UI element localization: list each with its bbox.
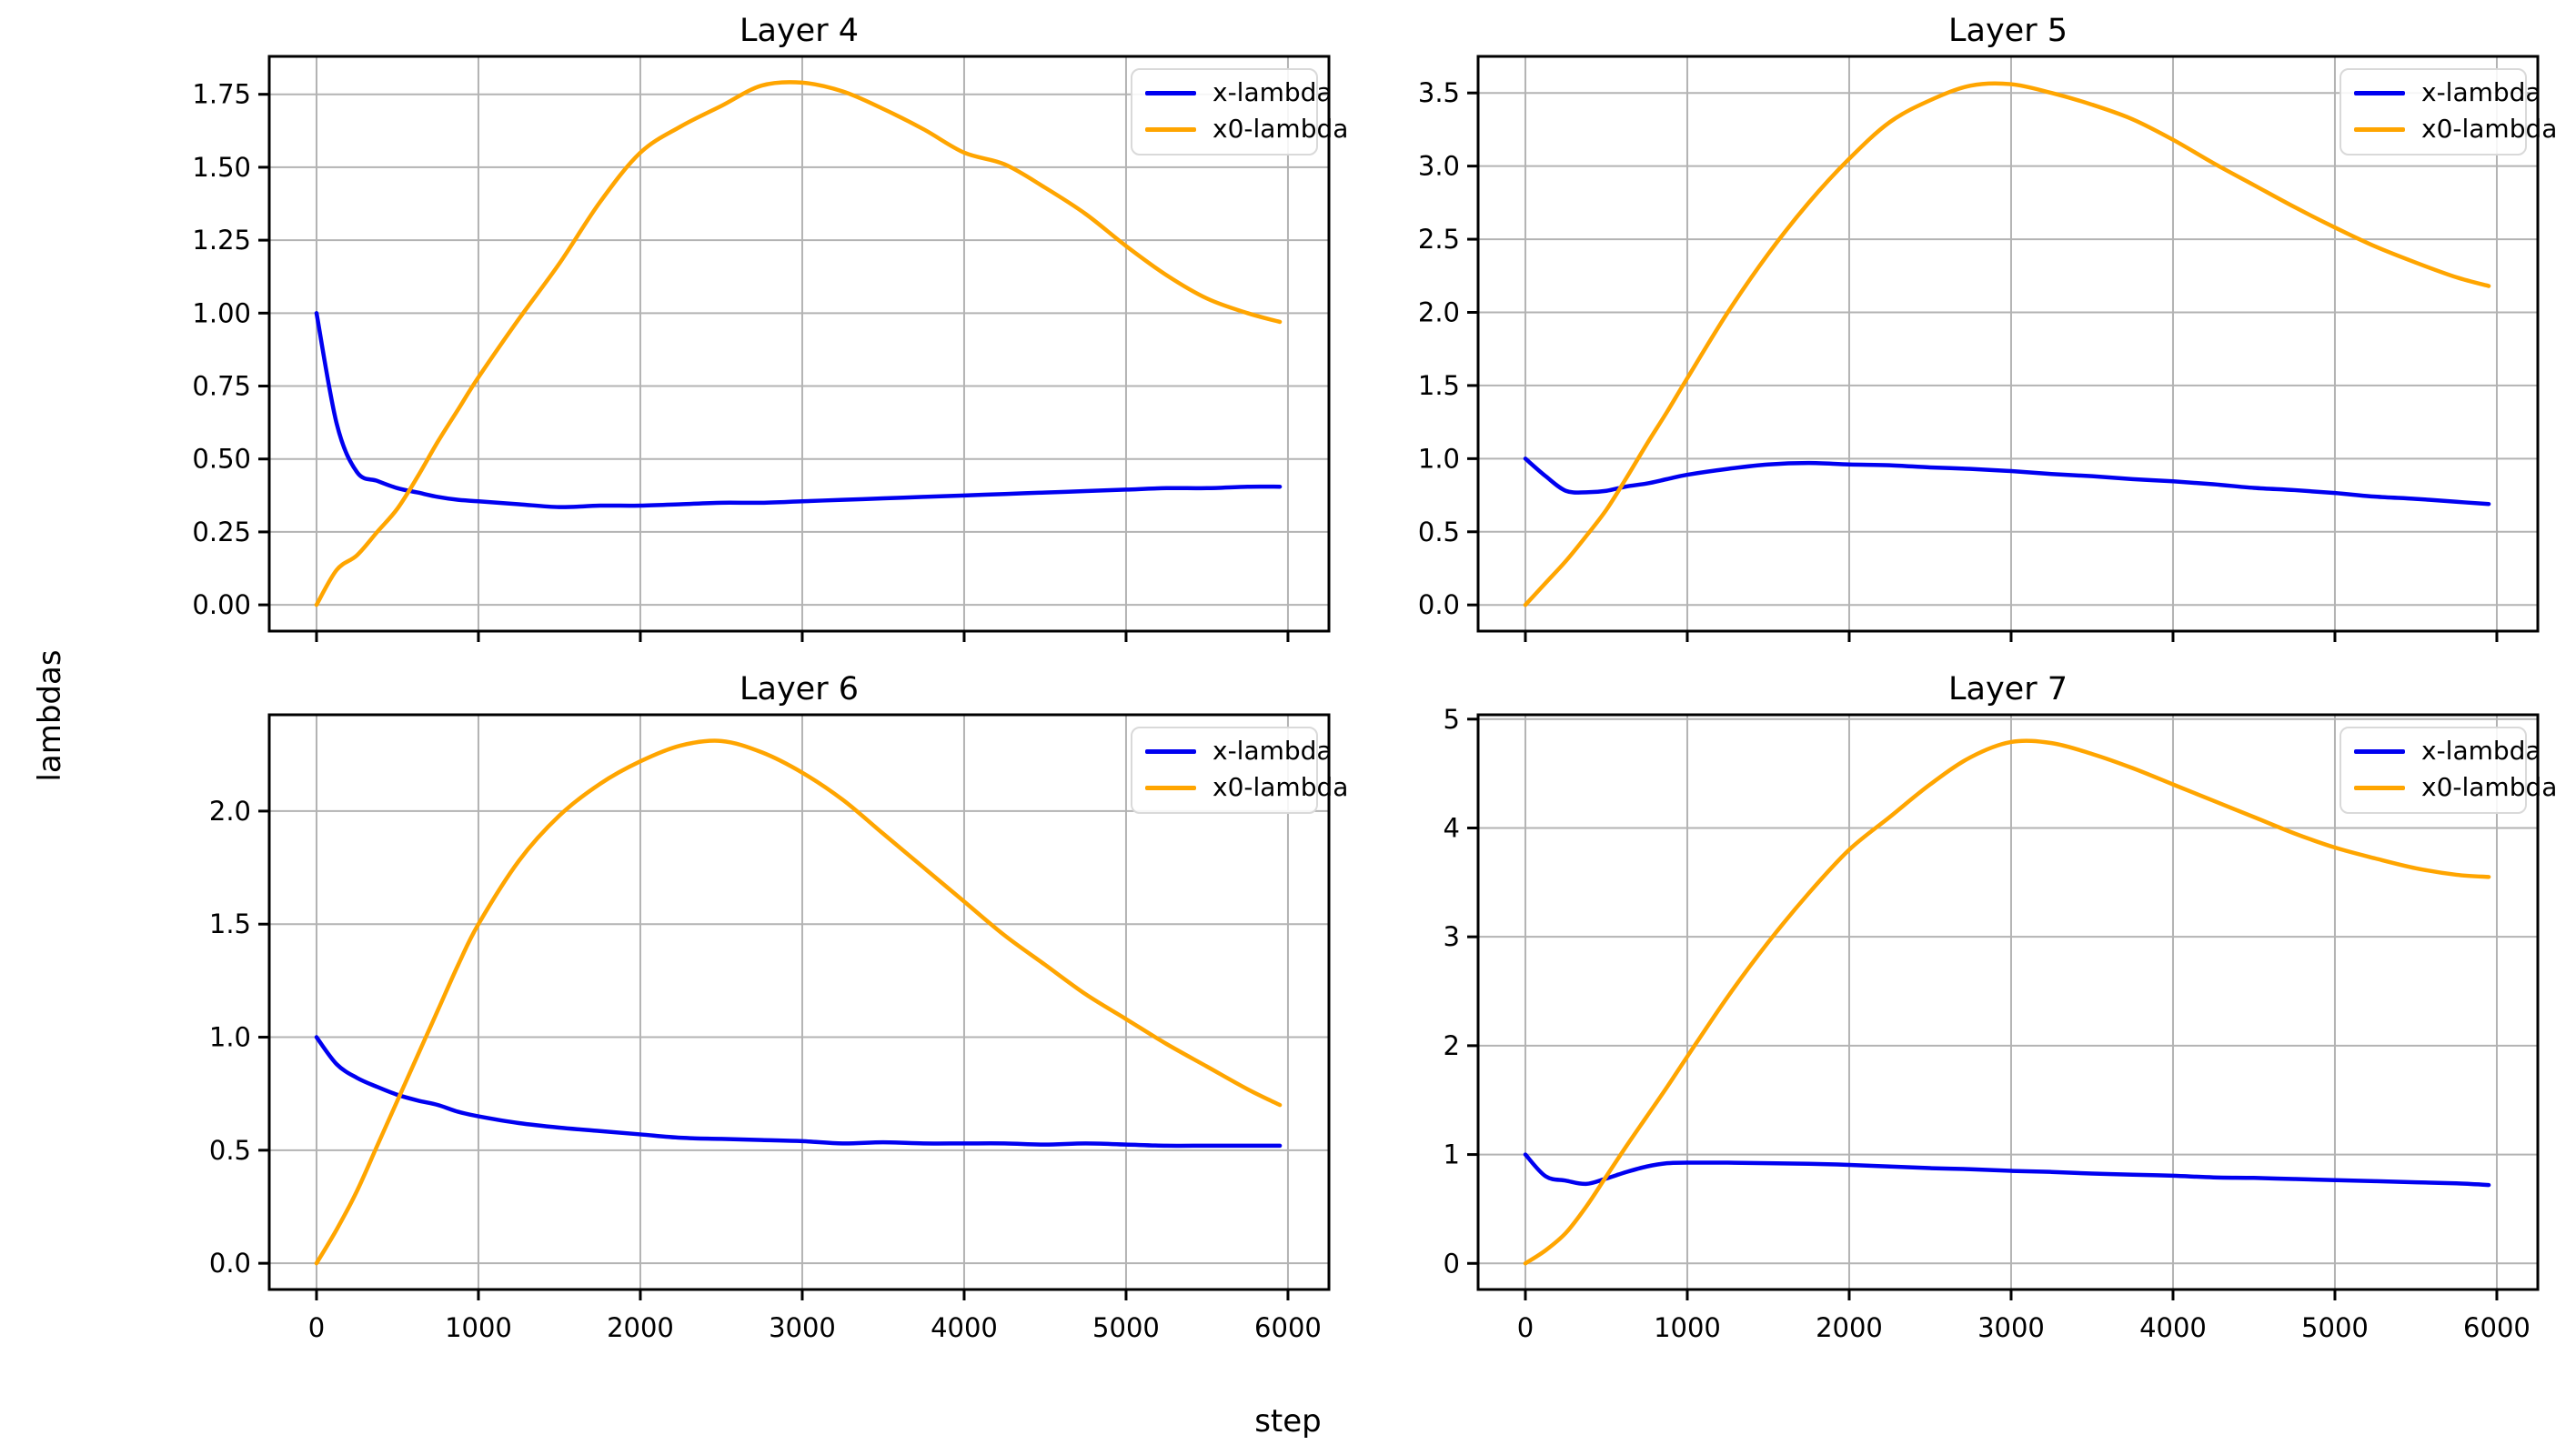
svg-text:2: 2: [1444, 1030, 1460, 1061]
legend-label: x-lambda: [2421, 736, 2541, 766]
x0-lambda-line-swatch: [1145, 126, 1196, 132]
legend-label: x-lambda: [1213, 736, 1333, 766]
legend-entry-x0-lambda: x0-lambda: [1145, 774, 1348, 801]
legend-entry-x0-lambda: x0-lambda: [1145, 115, 1348, 143]
svg-text:0.5: 0.5: [209, 1135, 251, 1166]
svg-text:1.5: 1.5: [209, 908, 251, 939]
plot-layer-4: 0.00 0.25 0.50 0.75 1.00 1.25 1.50 1.75: [192, 55, 1331, 642]
chart-title-layer-5: Layer 5: [1948, 13, 2068, 49]
svg-text:0.50: 0.50: [192, 444, 251, 475]
legend-label: x-lambda: [1213, 77, 1333, 107]
svg-text:1.75: 1.75: [192, 79, 251, 110]
chart-title-layer-7: Layer 7: [1948, 671, 2068, 707]
svg-text:3000: 3000: [769, 1312, 836, 1343]
svg-text:1.0: 1.0: [1418, 443, 1460, 474]
y-axis-label: lambdas: [32, 649, 68, 782]
svg-text:0.0: 0.0: [209, 1248, 251, 1279]
svg-text:4: 4: [1444, 812, 1460, 843]
svg-text:0.0: 0.0: [1418, 589, 1460, 620]
x-lambda-line-swatch: [1145, 90, 1196, 95]
plot-layer-5: 0.0 0.5 1.0 1.5 2.0 2.5 3.0 3.5: [1418, 55, 2540, 642]
legend-layer-6: x-lambda x0-lambda: [1131, 727, 1348, 814]
svg-text:3.0: 3.0: [1418, 151, 1460, 182]
legend-label: x0-lambda: [2421, 772, 2558, 802]
svg-text:1: 1: [1444, 1139, 1460, 1170]
legend-layer-4: x-lambda x0-lambda: [1131, 68, 1348, 156]
svg-text:1.25: 1.25: [192, 225, 251, 256]
svg-text:2.0: 2.0: [1418, 296, 1460, 327]
legend-layer-5: x-lambda x0-lambda: [2340, 68, 2557, 156]
legend-layer-7: x-lambda x0-lambda: [2340, 727, 2557, 814]
legend-label: x-lambda: [2421, 77, 2541, 107]
svg-text:0.00: 0.00: [192, 589, 251, 620]
legend-entry-x-lambda: x-lambda: [2354, 738, 2541, 765]
svg-text:4000: 4000: [2139, 1312, 2207, 1343]
svg-text:0.75: 0.75: [192, 371, 251, 402]
svg-text:0.25: 0.25: [192, 517, 251, 547]
svg-text:5000: 5000: [2301, 1312, 2369, 1343]
legend-entry-x0-lambda: x0-lambda: [2354, 115, 2557, 143]
legend-entry-x-lambda: x-lambda: [1145, 79, 1333, 106]
legend-entry-x-lambda: x-lambda: [1145, 738, 1333, 765]
legend-entry-x0-lambda: x0-lambda: [2354, 774, 2557, 801]
svg-text:5: 5: [1444, 704, 1460, 735]
x0-lambda-line-swatch: [1145, 785, 1196, 790]
svg-text:2000: 2000: [1816, 1312, 1883, 1343]
x0-lambda-line-swatch: [2354, 785, 2405, 790]
x-lambda-line-swatch: [1145, 748, 1196, 754]
chart-title-layer-6: Layer 6: [740, 671, 859, 707]
plot-layer-6: 0 1000 2000 3000 4000 5000 6000 0.0 0.5 1.0 1.5 2.0: [209, 713, 1331, 1343]
svg-text:1.00: 1.00: [192, 297, 251, 328]
svg-text:0: 0: [1444, 1248, 1460, 1279]
svg-text:1.5: 1.5: [1418, 370, 1460, 401]
legend-label: x0-lambda: [1213, 772, 1349, 802]
svg-text:1.50: 1.50: [192, 152, 251, 183]
svg-text:4000: 4000: [931, 1312, 998, 1343]
svg-text:3: 3: [1444, 921, 1460, 952]
svg-text:0: 0: [1517, 1312, 1534, 1343]
legend-label: x0-lambda: [2421, 114, 2558, 144]
svg-text:6000: 6000: [2463, 1312, 2531, 1343]
legend-label: x0-lambda: [1213, 114, 1349, 144]
svg-text:0.5: 0.5: [1418, 517, 1460, 547]
legend-entry-x-lambda: x-lambda: [2354, 79, 2541, 106]
svg-text:2.0: 2.0: [209, 796, 251, 827]
svg-text:2.5: 2.5: [1418, 224, 1460, 255]
x0-lambda-line-swatch: [2354, 126, 2405, 132]
svg-text:1.0: 1.0: [209, 1022, 251, 1053]
x-axis-label: step: [1254, 1403, 1322, 1440]
svg-text:1000: 1000: [1654, 1312, 1721, 1343]
svg-text:0: 0: [308, 1312, 325, 1343]
svg-text:3.5: 3.5: [1418, 77, 1460, 108]
svg-text:3000: 3000: [1977, 1312, 2045, 1343]
x-lambda-line-swatch: [2354, 90, 2405, 95]
x-lambda-line-swatch: [2354, 748, 2405, 754]
svg-text:1000: 1000: [445, 1312, 512, 1343]
svg-text:6000: 6000: [1254, 1312, 1322, 1343]
svg-text:2000: 2000: [607, 1312, 674, 1343]
plot-layer-7: 0 1000 2000 3000 4000 5000 6000 0 1 2 3 4 5: [1444, 704, 2540, 1343]
chart-title-layer-4: Layer 4: [740, 13, 859, 49]
svg-text:5000: 5000: [1092, 1312, 1160, 1343]
